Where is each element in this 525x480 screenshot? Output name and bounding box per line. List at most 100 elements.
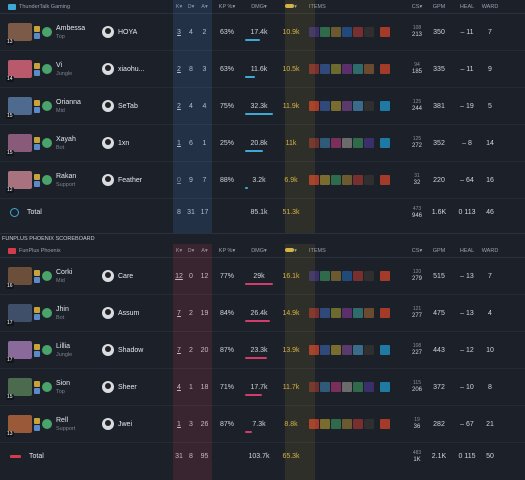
item-icon[interactable] [353, 419, 363, 429]
sort-cs-header[interactable]: CS▾ [411, 3, 423, 10]
item-icon[interactable] [353, 64, 363, 74]
item-icon[interactable] [320, 271, 330, 281]
item-icon[interactable] [309, 419, 319, 429]
champion-portrait-icon[interactable]: 15 [6, 378, 32, 400]
item-icon[interactable] [309, 271, 319, 281]
player-name[interactable]: Sheer [118, 383, 137, 391]
item-icon[interactable] [320, 64, 330, 74]
item-icon[interactable] [331, 271, 341, 281]
item-icon[interactable] [364, 101, 374, 111]
item-icon[interactable] [353, 271, 363, 281]
item-icon[interactable] [320, 308, 330, 318]
player-name[interactable]: xiaohu... [118, 65, 145, 73]
player-name[interactable]: Feather [118, 176, 143, 184]
item-icon[interactable] [331, 175, 341, 185]
item-icon[interactable] [342, 419, 352, 429]
trinket-icon[interactable] [380, 271, 390, 281]
sort-kp-header[interactable]: KP %▾ [218, 247, 236, 254]
trinket-icon[interactable] [380, 175, 390, 185]
item-icon[interactable] [342, 64, 352, 74]
item-icon[interactable] [331, 419, 341, 429]
item-icon[interactable] [309, 101, 319, 111]
item-icon[interactable] [320, 27, 330, 37]
item-icon[interactable] [309, 138, 319, 148]
item-icon[interactable] [331, 101, 341, 111]
item-icon[interactable] [342, 382, 352, 392]
trinket-icon[interactable] [380, 138, 390, 148]
champion-portrait-icon[interactable]: 13 [6, 23, 32, 45]
player-name[interactable]: SeTab [118, 102, 138, 110]
player-name[interactable]: Shadow [118, 346, 144, 354]
item-icon[interactable] [309, 382, 319, 392]
sort-deaths-header[interactable]: D▾ [187, 247, 195, 254]
item-icon[interactable] [353, 345, 363, 355]
item-icon[interactable] [364, 271, 374, 281]
item-icon[interactable] [353, 101, 363, 111]
item-icon[interactable] [364, 138, 374, 148]
trinket-icon[interactable] [380, 64, 390, 74]
item-icon[interactable] [309, 345, 319, 355]
sort-assists-header[interactable]: A▾ [201, 3, 208, 10]
sort-kp-header[interactable]: KP %▾ [218, 3, 236, 10]
champion-portrait-icon[interactable]: 17 [6, 341, 32, 363]
item-icon[interactable] [320, 175, 330, 185]
item-icon[interactable] [342, 345, 352, 355]
champion-portrait-icon[interactable]: 13 [6, 415, 32, 437]
item-icon[interactable] [331, 27, 341, 37]
item-icon[interactable] [320, 382, 330, 392]
item-icon[interactable] [309, 64, 319, 74]
item-icon[interactable] [364, 419, 374, 429]
item-icon[interactable] [353, 27, 363, 37]
champion-portrait-icon[interactable]: 12 [6, 171, 32, 193]
item-icon[interactable] [364, 308, 374, 318]
trinket-icon[interactable] [380, 27, 390, 37]
item-icon[interactable] [342, 175, 352, 185]
item-icon[interactable] [309, 175, 319, 185]
champion-portrait-icon[interactable]: 16 [6, 267, 32, 289]
player-name[interactable]: HOYA [118, 28, 138, 36]
sort-kills-header[interactable]: K▾ [175, 247, 183, 254]
sort-gold-header[interactable]: ▾ [276, 3, 306, 10]
item-icon[interactable] [309, 27, 319, 37]
item-icon[interactable] [364, 345, 374, 355]
champion-portrait-icon[interactable]: 15 [6, 134, 32, 156]
item-icon[interactable] [364, 27, 374, 37]
sort-dmg-header[interactable]: DMG▾ [251, 247, 267, 254]
item-icon[interactable] [353, 308, 363, 318]
champion-portrait-icon[interactable]: 17 [6, 304, 32, 326]
sort-dmg-header[interactable]: DMG▾ [251, 3, 267, 10]
item-icon[interactable] [353, 175, 363, 185]
item-icon[interactable] [342, 271, 352, 281]
item-icon[interactable] [309, 308, 319, 318]
trinket-icon[interactable] [380, 345, 390, 355]
item-icon[interactable] [331, 308, 341, 318]
item-icon[interactable] [364, 175, 374, 185]
item-icon[interactable] [320, 138, 330, 148]
sort-cs-header[interactable]: CS▾ [411, 247, 423, 254]
item-icon[interactable] [331, 64, 341, 74]
item-icon[interactable] [342, 27, 352, 37]
trinket-icon[interactable] [380, 382, 390, 392]
item-icon[interactable] [331, 138, 341, 148]
item-icon[interactable] [342, 138, 352, 148]
item-icon[interactable] [320, 101, 330, 111]
sort-kills-header[interactable]: K▾ [175, 3, 183, 10]
player-name[interactable]: Assum [118, 309, 140, 317]
champion-portrait-icon[interactable]: 14 [6, 60, 32, 82]
item-icon[interactable] [320, 345, 330, 355]
item-icon[interactable] [364, 64, 374, 74]
sort-gold-header[interactable]: ▾ [276, 247, 306, 254]
sort-deaths-header[interactable]: D▾ [187, 3, 195, 10]
player-name[interactable]: Care [118, 272, 134, 280]
item-icon[interactable] [320, 419, 330, 429]
trinket-icon[interactable] [380, 308, 390, 318]
sort-assists-header[interactable]: A▾ [201, 247, 208, 254]
item-icon[interactable] [342, 101, 352, 111]
item-icon[interactable] [331, 382, 341, 392]
champion-portrait-icon[interactable]: 15 [6, 97, 32, 119]
item-icon[interactable] [353, 382, 363, 392]
player-name[interactable]: 1xn [118, 139, 130, 147]
item-icon[interactable] [364, 382, 374, 392]
item-icon[interactable] [353, 138, 363, 148]
trinket-icon[interactable] [380, 419, 390, 429]
